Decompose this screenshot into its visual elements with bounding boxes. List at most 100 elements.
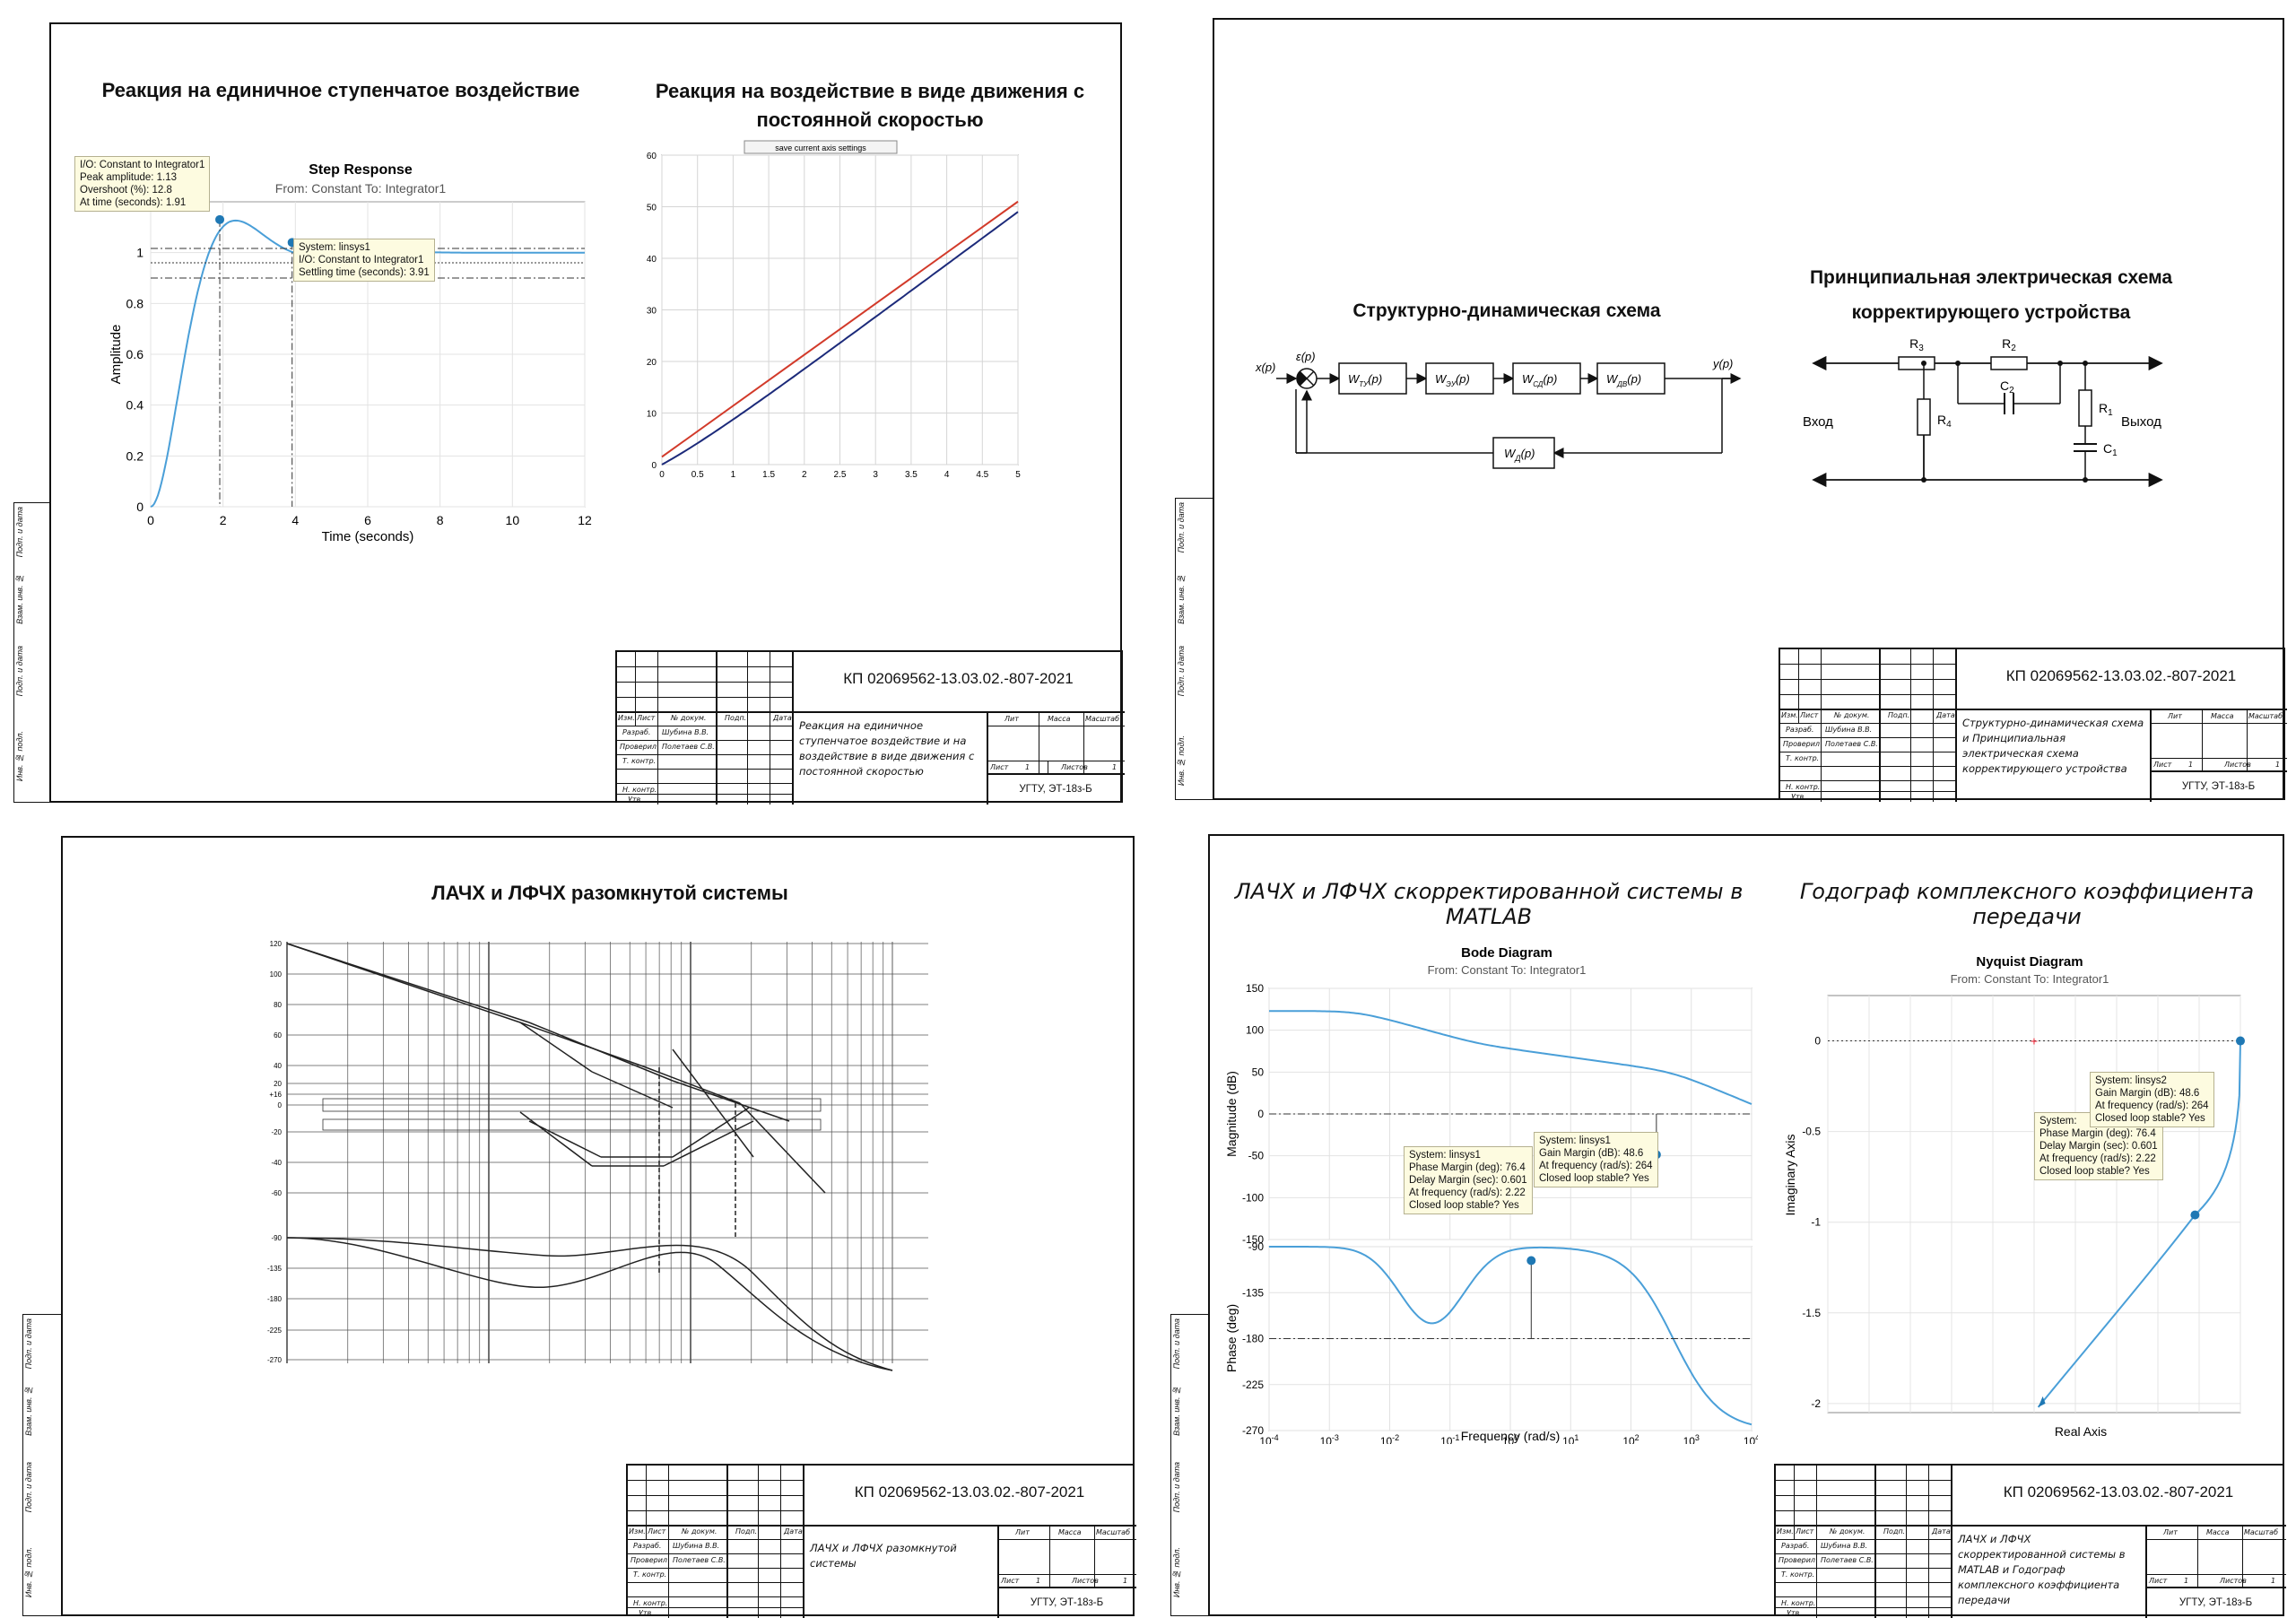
lg-asymptote-9	[519, 1111, 593, 1167]
bode-phase-tick: -180	[1242, 1333, 1264, 1345]
bode-mag-tick: 100	[1246, 1024, 1264, 1037]
stamp1-org: УГТУ, ЭТ-18з-Б	[1019, 784, 1092, 795]
sheet1-heading-right: Реакция на воздействие в виде движения с…	[655, 80, 1085, 131]
ny-ytick: 0	[1814, 1035, 1821, 1048]
stamp4-code: КП 02069562-13.03.02.-807-2021	[2003, 1483, 2234, 1501]
bode-mag-tick: -50	[1248, 1150, 1265, 1162]
feedback-block	[1492, 437, 1555, 469]
svg-text:y(p): y(p)	[1712, 357, 1733, 370]
lg-mag-tick: 0	[278, 1101, 283, 1109]
step-xtick: 10	[506, 513, 520, 527]
side-label-inv: Инв. № подл.	[15, 731, 24, 782]
lg-asymptote-2	[645, 1066, 741, 1104]
block-3	[1596, 362, 1665, 395]
title-block-4: КП 02069562-13.03.02.-807-2021 ЛАЧХ и ЛФ…	[1774, 1464, 2286, 1618]
bode-pm-tooltip: System: linsys1 Phase Margin (deg): 76.4 D…	[1404, 1146, 1533, 1214]
ramp-input-line	[661, 200, 1019, 458]
svg-text:Real Axis: Real Axis	[2055, 1424, 2107, 1439]
sheet2-heading-right-1: Принципиальная электрическая схема	[1809, 267, 2173, 288]
lg-asymptote-4	[286, 943, 530, 1023]
bode-xtick: 10-1	[1440, 1433, 1459, 1444]
lg-asymptote-8	[591, 1071, 674, 1109]
resistor-r4	[1917, 398, 1931, 436]
bode-xtick: 100	[1502, 1433, 1518, 1444]
sheet4-heading-left: ЛАЧХ и ЛФЧХ скорректированной системы в …	[1234, 879, 1744, 929]
title-block-3: КП 02069562-13.03.02.-807-2021 ЛАЧХ и ЛФ…	[626, 1464, 1136, 1618]
step-title: Step Response	[309, 162, 413, 178]
lg-mag-tick: 40	[274, 1062, 282, 1070]
block-0	[1338, 362, 1407, 395]
lg-phase-tick: -225	[267, 1327, 283, 1335]
step-xtick: 2	[220, 513, 227, 527]
svg-text:R2: R2	[2002, 336, 2016, 353]
lg-phase-curve-1	[286, 1237, 893, 1371]
bode-phase-curve	[1269, 1246, 1752, 1426]
stamp3-org: УГТУ, ЭТ-18з-Б	[1030, 1597, 1104, 1608]
circuit-output-label: Выход	[2121, 414, 2161, 430]
resistor-r3	[1898, 356, 1935, 370]
bode-mag-tick: 150	[1246, 982, 1264, 995]
bode-phase-tick: -90	[1248, 1240, 1265, 1253]
ramp-ytick: 50	[647, 204, 657, 213]
ramp-ytick: 40	[647, 255, 657, 265]
title-block-2: КП 02069562-13.03.02.-807-2021 Структурн…	[1779, 648, 2287, 802]
ramp-xtick: 4	[944, 470, 950, 480]
svg-text:Phase (deg): Phase (deg)	[1224, 1304, 1239, 1372]
svg-text:WД(p): WД(p)	[1504, 447, 1535, 463]
bode-xtick: 10-3	[1320, 1433, 1339, 1444]
resistor-r2	[1990, 356, 2028, 370]
ramp-ytick: 30	[647, 307, 657, 317]
nyquist-pm-marker	[2190, 1210, 2200, 1220]
block-diagram: x(p) ε(p) y(p) WТУ(p) WЭУ(p) WСД(p) WДВ(p) …	[1255, 350, 1742, 469]
step-ylabel: Amplitude	[109, 325, 124, 385]
bode-diagram: Bode Diagram From: Constant To: Integrat…	[1224, 945, 1758, 1444]
side-label-podp: Подп. и дата	[15, 646, 24, 697]
bode-phase-tick: -270	[1242, 1424, 1264, 1437]
step-ytick: 0.6	[126, 347, 144, 361]
block-1	[1425, 362, 1494, 395]
ramp-xtick: 3.5	[905, 470, 918, 480]
lg-phase-tick: -135	[267, 1265, 283, 1273]
nyquist-curve	[2037, 1040, 2241, 1408]
step-ytick: 1	[136, 246, 144, 260]
bode-xtick: 10-4	[1259, 1433, 1278, 1444]
stamp4-desc: ЛАЧХ и ЛФЧХ скорректированной системы в …	[1958, 1533, 2126, 1606]
svg-text:x(p): x(p)	[1255, 361, 1275, 374]
step-ytick: 0.2	[126, 448, 144, 463]
bode-mag-tick: 0	[1257, 1108, 1264, 1120]
svg-text:From: Constant To: Integrator: From: Constant To: Integrator1	[1951, 972, 2109, 986]
bode-mag-tick: -150	[1242, 1233, 1264, 1246]
resistor-r1	[2078, 389, 2092, 427]
ramp-response-chart: save current axis settings 0 0.5 1 1.5 2 2.5 3…	[647, 140, 1021, 480]
sheet-2-side-strip	[1175, 498, 1213, 800]
svg-text:From: Constant To: Integrator: From: Constant To: Integrator1	[1428, 963, 1587, 977]
svg-text:R1: R1	[2099, 401, 2113, 418]
bode-gm-tooltip: System: linsys1 Gain Margin (dB): 48.6 At …	[1534, 1132, 1658, 1187]
lg-phase-tick: -90	[271, 1234, 282, 1242]
save-axis-button	[744, 140, 898, 154]
ramp-ytick: 60	[647, 152, 657, 161]
lg-asymptote-6	[672, 1080, 790, 1122]
block-label-0: WТУ(p)	[1348, 372, 1382, 388]
lg-mag-tick: 80	[274, 1001, 282, 1009]
ny-ytick: -1.5	[1802, 1307, 1821, 1319]
lg-mag-tick: 20	[274, 1080, 282, 1088]
ny-ytick: -1	[1811, 1216, 1821, 1229]
nyquist-xlabel-holder: Real Axis	[2055, 1424, 2107, 1439]
step-xtick: 12	[578, 513, 592, 527]
step-peak-tooltip: I/O: Constant to Integrator1 Peak amplitu…	[74, 156, 211, 212]
lg-mag-tick: 120	[270, 940, 283, 948]
ramp-xtick: 3	[873, 470, 878, 480]
stamp3-desc: ЛАЧХ и ЛФЧХ разомкнутой системы	[810, 1542, 957, 1570]
ramp-ytick: 10	[647, 410, 657, 420]
sheet2-heading-right-2: корректирующего устройства	[1851, 302, 2131, 323]
lg-mag-tick: +16	[269, 1091, 282, 1099]
lg-phase-tick: -180	[267, 1295, 283, 1303]
stamp3-code: КП 02069562-13.03.02.-807-2021	[854, 1483, 1085, 1501]
lg-asymptote-12	[528, 1120, 602, 1158]
svg-text:ε(p): ε(p)	[1296, 350, 1316, 363]
block-label-2: WСД(p)	[1522, 372, 1557, 388]
ramp-xtick: 5	[1015, 470, 1021, 480]
block-label-1: WЭУ(p)	[1435, 372, 1470, 388]
circuit-input-label: Вход	[1803, 414, 1833, 430]
